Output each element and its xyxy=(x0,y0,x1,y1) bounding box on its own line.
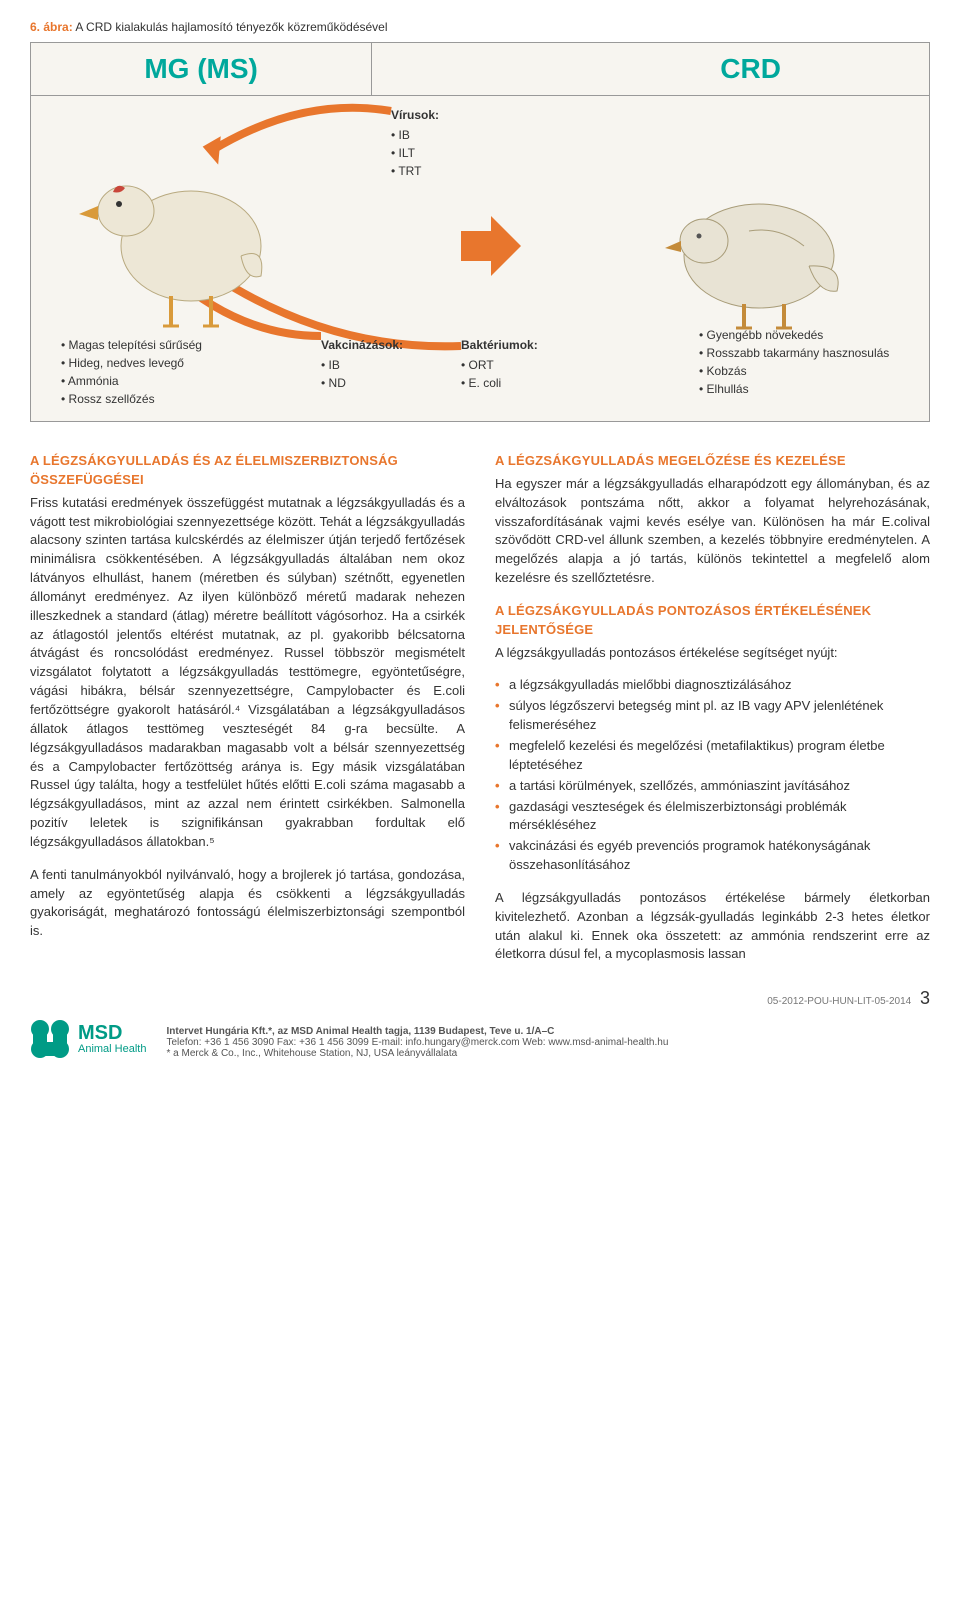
label-environment: Magas telepítési sűrűség Hideg, nedves l… xyxy=(61,336,261,408)
box-title-mg: MG (MS) xyxy=(31,43,372,95)
list-item: ND xyxy=(321,374,403,392)
left-column: A LÉGZSÁKGYULLADÁS ÉS AZ ÉLELMISZERBIZTO… xyxy=(30,452,465,978)
list-item: Gyengébb növekedés xyxy=(699,326,899,344)
body-paragraph: A fenti tanulmányokból nyilvánvaló, hogy… xyxy=(30,866,465,941)
body-columns: A LÉGZSÁKGYULLADÁS ÉS AZ ÉLELMISZERBIZTO… xyxy=(30,452,930,978)
label-viruses: Vírusok: IB ILT TRT xyxy=(391,106,439,180)
legal-line: * a Merck & Co., Inc., Whitehouse Statio… xyxy=(166,1048,668,1059)
bacteria-list: ORT E. coli xyxy=(461,356,538,392)
figure-label: 6. ábra: xyxy=(30,20,73,34)
label-bacteria: Baktériumok: ORT E. coli xyxy=(461,336,538,392)
section-head: A LÉGZSÁKGYULLADÁS ÉS AZ ÉLELMISZERBIZTO… xyxy=(30,452,465,490)
viruses-title: Vírusok: xyxy=(391,106,439,124)
bullet-list: a légzsákgyulladás mielőbbi diagnosztizá… xyxy=(495,676,930,874)
body-paragraph: Friss kutatási eredmények összefüggést m… xyxy=(30,494,465,852)
page-number-line: 05-2012-POU-HUN-LIT-05-2014 3 xyxy=(0,988,960,1009)
body-paragraph: Ha egyszer már a légzsákgyulladás elhara… xyxy=(495,475,930,588)
list-item: súlyos légzőszervi betegség mint pl. az … xyxy=(495,697,930,735)
list-item: Magas telepítési sűrűség xyxy=(61,336,261,354)
vaccines-list: IB ND xyxy=(321,356,403,392)
brand-name: MSD xyxy=(78,1023,146,1043)
chicken-sick xyxy=(649,136,869,336)
label-outcomes: Gyengébb növekedés Rosszabb takarmány ha… xyxy=(699,326,899,398)
chicken-healthy xyxy=(71,136,291,336)
body-paragraph: A légzsákgyulladás pontozásos értékelése… xyxy=(495,889,930,964)
list-item: Ammónia xyxy=(61,372,261,390)
figure-caption: 6. ábra: A CRD kialakulás hajlamosító té… xyxy=(30,20,930,34)
diagram-header: MG (MS) CRD xyxy=(31,43,929,96)
legal-block: Intervet Hungária Kft.*, az MSD Animal H… xyxy=(166,1026,668,1059)
brand-sub: Animal Health xyxy=(78,1043,146,1055)
list-item: Elhullás xyxy=(699,380,899,398)
list-item: vakcinázási és egyéb prevenciós programo… xyxy=(495,837,930,875)
right-column: A LÉGZSÁKGYULLADÁS MEGELŐZÉSE ÉS KEZELÉS… xyxy=(495,452,930,978)
list-item: ILT xyxy=(391,144,439,162)
list-item: a tartási körülmények, szellőzés, ammóni… xyxy=(495,777,930,796)
legal-line: Telefon: +36 1 456 3090 Fax: +36 1 456 3… xyxy=(166,1037,668,1048)
list-item: IB xyxy=(321,356,403,374)
section-head: A LÉGZSÁKGYULLADÁS MEGELŐZÉSE ÉS KEZELÉS… xyxy=(495,452,930,471)
figure-caption-text: A CRD kialakulás hajlamosító tényezők kö… xyxy=(75,20,387,34)
arrow-transition-icon xyxy=(461,216,521,276)
crd-diagram: MG (MS) CRD xyxy=(30,42,930,422)
legal-line: Intervet Hungária Kft.*, az MSD Animal H… xyxy=(166,1026,554,1037)
list-item: Kobzás xyxy=(699,362,899,380)
list-item: Rossz szellőzés xyxy=(61,390,261,408)
list-item: IB xyxy=(391,126,439,144)
outcomes-list: Gyengébb növekedés Rosszabb takarmány ha… xyxy=(699,326,899,398)
list-item: Rosszabb takarmány hasznosulás xyxy=(699,344,899,362)
list-item: a légzsákgyulladás mielőbbi diagnosztizá… xyxy=(495,676,930,695)
label-vaccines: Vakcinázások: IB ND xyxy=(321,336,403,392)
list-item: ORT xyxy=(461,356,538,374)
vaccines-title: Vakcinázások: xyxy=(321,336,403,354)
msd-logo-icon xyxy=(30,1019,70,1059)
list-item: megfelelő kezelési és megelőzési (metafi… xyxy=(495,737,930,775)
body-paragraph: A légzsákgyulladás pontozásos értékelése… xyxy=(495,644,930,663)
viruses-list: IB ILT TRT xyxy=(391,126,439,180)
list-item: TRT xyxy=(391,162,439,180)
box-title-crd: CRD xyxy=(372,43,929,95)
list-item: gazdasági veszteségek és élelmiszerbizto… xyxy=(495,798,930,836)
page-number: 3 xyxy=(920,988,930,1008)
environment-list: Magas telepítési sűrűség Hideg, nedves l… xyxy=(61,336,261,408)
list-item: Hideg, nedves levegő xyxy=(61,354,261,372)
brand-logo: MSD Animal Health xyxy=(30,1019,146,1059)
list-item: E. coli xyxy=(461,374,538,392)
footer: MSD Animal Health Intervet Hungária Kft.… xyxy=(0,1009,960,1079)
section-head: A LÉGZSÁKGYULLADÁS PONTOZÁSOS ÉRTÉKELÉSÉ… xyxy=(495,602,930,640)
doc-code: 05-2012-POU-HUN-LIT-05-2014 xyxy=(767,996,911,1007)
bacteria-title: Baktériumok: xyxy=(461,336,538,354)
